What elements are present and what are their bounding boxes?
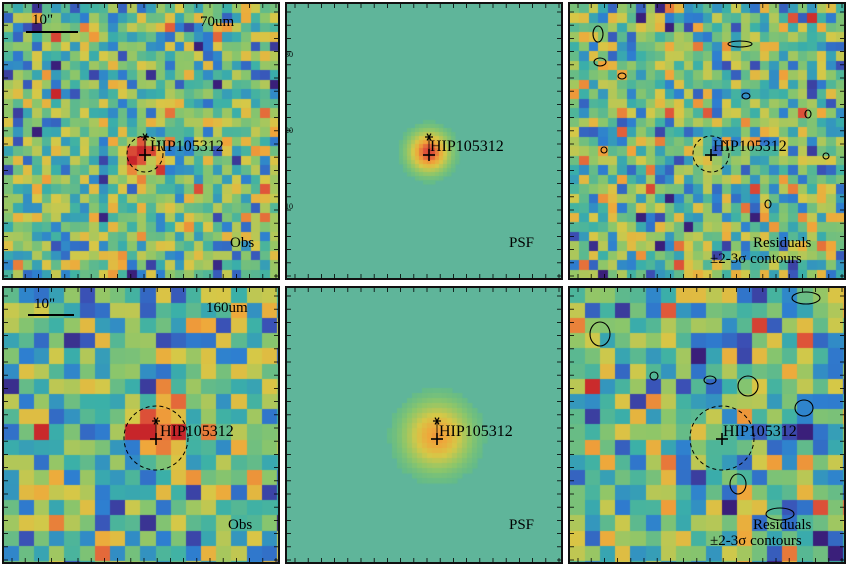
- residual-contour: [600, 146, 608, 154]
- image-psf-160um: [287, 288, 561, 562]
- overlay-psf-160um: [287, 288, 561, 562]
- residual-contour: [765, 507, 795, 521]
- residual-contour: [729, 473, 747, 495]
- residual-contour: [741, 92, 751, 100]
- axis-tick-label: 30: [285, 50, 293, 59]
- scalebar-label: 10": [34, 296, 56, 312]
- panel-sublabel-contours: ±2-3σ contours: [710, 251, 802, 267]
- scalebar-label: 10": [32, 12, 54, 28]
- axis-tick-label: 20: [285, 126, 293, 135]
- residual-contour: [727, 40, 753, 48]
- image-obs-70um: [4, 4, 278, 278]
- residual-contour: [592, 25, 604, 43]
- panel-obs-160um: 10" 160um HIP105312 Obs: [2, 286, 280, 564]
- band-label-160um: 160um: [206, 300, 248, 316]
- panel-label-residuals: Residuals: [753, 235, 812, 251]
- residual-contour: [804, 109, 812, 119]
- panel-res-160um: HIP105312 Residuals ±2-3σ contours: [568, 286, 846, 564]
- target-label: HIP105312: [723, 423, 797, 440]
- image-obs-160um: [4, 288, 278, 562]
- overlay-psf-70um: [287, 4, 561, 278]
- panel-label-obs: Obs: [228, 517, 253, 533]
- residual-contour: [794, 399, 814, 417]
- residual-contour: [593, 57, 607, 67]
- panel-obs-70um: 10" 70um HIP105312 Obs: [2, 2, 280, 280]
- scalebar-line: [26, 31, 78, 33]
- panel-label-obs: Obs: [230, 235, 255, 251]
- residual-contour: [791, 291, 821, 305]
- target-label: HIP105312: [439, 423, 513, 440]
- panel-psf-160um: HIP105312 PSF: [285, 286, 563, 564]
- panel-label-psf: PSF: [509, 235, 535, 251]
- overlay-obs-70um: [4, 4, 278, 278]
- overlay-obs-160um: [4, 288, 278, 562]
- axis-tick-label: 10: [285, 202, 293, 211]
- image-psf-70um: [287, 4, 561, 278]
- scalebar-line: [28, 314, 74, 316]
- residual-contour: [822, 152, 830, 160]
- residual-contour: [737, 375, 759, 397]
- residual-contour: [764, 199, 772, 209]
- residual-contour: [703, 375, 717, 385]
- aperture-circle: [123, 405, 189, 471]
- overlay-res-160um: [570, 288, 844, 562]
- residual-contour: [649, 371, 659, 381]
- residual-contour: [617, 72, 627, 80]
- aperture-circle: [692, 135, 730, 173]
- target-label: HIP105312: [430, 138, 504, 155]
- panel-label-residuals: Residuals: [753, 517, 812, 533]
- aperture-circle: [689, 405, 755, 471]
- residual-contour: [589, 321, 611, 347]
- panel-sublabel-contours: ±2-3σ contours: [710, 533, 802, 549]
- aperture-circle: [126, 135, 164, 173]
- panel-psf-70um: HIP105312 PSF 30 20 10: [285, 2, 563, 280]
- image-res-70um: [570, 4, 844, 278]
- target-label: HIP105312: [160, 423, 234, 440]
- target-label: HIP105312: [713, 138, 787, 155]
- image-res-160um: [570, 288, 844, 562]
- panel-res-70um: HIP105312 Residuals ±2-3σ contours: [568, 2, 846, 280]
- band-label-70um: 70um: [200, 14, 235, 30]
- panel-label-psf: PSF: [509, 517, 535, 533]
- overlay-res-70um: [570, 4, 844, 278]
- target-label: HIP105312: [150, 138, 224, 155]
